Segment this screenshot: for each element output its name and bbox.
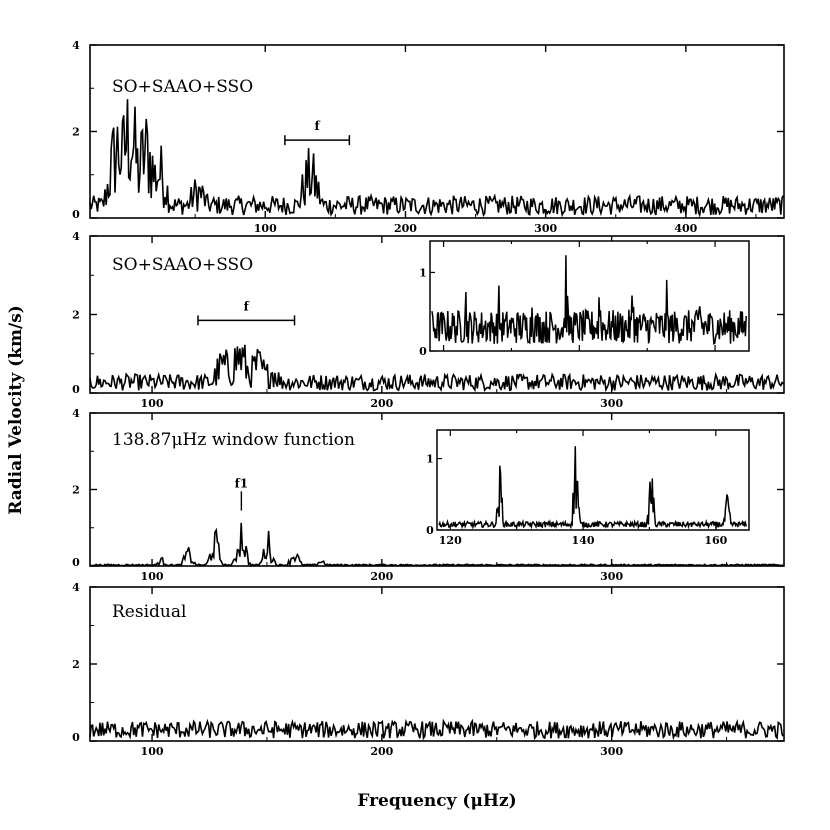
x-tick-label: 300	[534, 222, 557, 235]
spectrum-series	[89, 344, 784, 393]
inset-x-tick-label: 140	[572, 534, 595, 547]
bracket-label: f	[244, 299, 250, 313]
x-tick-label: 300	[600, 397, 623, 410]
x-tick-label: 100	[141, 397, 164, 410]
y-axis-label: Radial Velocity (km/s)	[6, 305, 26, 515]
x-tick-label: 100	[141, 745, 164, 758]
inset-y-tick-label: 1	[426, 453, 434, 466]
inset-y-tick-label: 1	[419, 266, 427, 279]
inset-panel: 0 1 120 140 160	[426, 429, 750, 547]
panel-title: SO+SAAO+SSO	[112, 255, 253, 275]
inset-panel: 01	[419, 240, 750, 358]
inset-x-tick-label: 160	[704, 534, 727, 547]
y-tick-label: 2	[72, 484, 80, 497]
y-tick-label: 4	[72, 407, 80, 420]
x-tick-label: 200	[394, 222, 417, 235]
y-tick-label: 4	[72, 39, 80, 52]
y-tick-label: 2	[72, 309, 80, 322]
inset-series	[431, 255, 747, 345]
x-tick-label: 100	[141, 570, 164, 583]
y-tick-label: 0	[72, 383, 80, 396]
bracket-label: f	[315, 119, 321, 133]
y-tick-label: 0	[72, 556, 80, 569]
inset-y-tick-label: 0	[419, 345, 427, 358]
panel-title: SO+SAAO+SSO	[112, 77, 253, 97]
panel-3: 0 2 4 100 200 300 138.87μHz window function f1 0…	[72, 407, 785, 583]
x-axis-label: Frequency (μHz)	[357, 791, 516, 811]
spectrum-series	[89, 522, 784, 568]
x-tick-label: 200	[370, 745, 393, 758]
y-tick-label: 2	[72, 126, 80, 139]
y-tick-label: 2	[72, 658, 80, 671]
y-tick-label: 4	[72, 230, 80, 243]
panel-4: 0 2 4 100 200 300 Residual	[72, 581, 785, 758]
spectrum-series	[89, 99, 784, 218]
inset-series	[438, 446, 747, 530]
x-tick-label: 200	[370, 570, 393, 583]
inset-x-tick-label: 120	[439, 534, 462, 547]
spectrum-series	[89, 718, 784, 741]
y-tick-label: 4	[72, 581, 80, 594]
panel-1: 0 2 4 100 200 300 400 SO+SAAO+SSO f	[72, 39, 785, 235]
inset-y-tick-label: 0	[426, 524, 434, 537]
x-tick-label: 300	[600, 745, 623, 758]
panel-title: Residual	[112, 602, 186, 622]
panel-frame	[89, 586, 785, 742]
x-tick-label: 400	[674, 222, 697, 235]
x-tick-label: 100	[254, 222, 277, 235]
x-tick-label: 200	[370, 397, 393, 410]
panel-title: 138.87μHz window function	[112, 430, 355, 450]
y-tick-label: 0	[72, 731, 80, 744]
f1-marker-label: f1	[235, 477, 249, 491]
y-tick-label: 0	[72, 208, 80, 221]
inset-frame	[436, 429, 750, 531]
x-tick-label: 300	[600, 570, 623, 583]
